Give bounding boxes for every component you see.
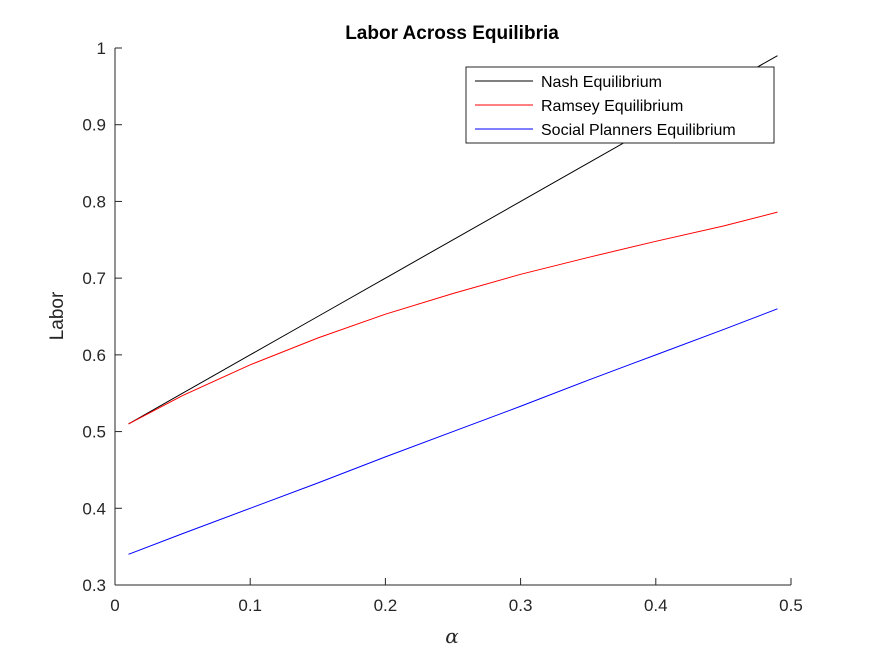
series-line-ramsey-equilibrium — [128, 211, 778, 425]
y-tick-label: 0.6 — [82, 346, 106, 365]
y-tick-label: 0.4 — [82, 499, 106, 518]
x-tick-label: 0.5 — [779, 596, 803, 615]
x-tick-label: 0.1 — [238, 596, 262, 615]
legend-label-ramsey-equilibrium: Ramsey Equilibrium — [541, 98, 683, 115]
x-axis-label: α — [445, 624, 459, 648]
x-tick-label: 0 — [110, 596, 119, 615]
y-tick-label: 0.3 — [82, 576, 106, 595]
chart-title: Labor Across Equilibria — [345, 23, 559, 44]
y-tick-label: 0.7 — [82, 269, 106, 288]
y-tick-label: 0.8 — [82, 192, 106, 211]
y-axis-label: Labor — [47, 291, 68, 340]
y-tick-label: 0.5 — [82, 423, 106, 442]
y-tick-label: 0.9 — [82, 116, 106, 135]
legend-label-social-planners-equilibrium: Social Planners Equilibrium — [541, 122, 736, 139]
series-line-social-planners-equilibrium — [128, 308, 778, 555]
y-tick-label: 1 — [97, 39, 106, 58]
legend-label-nash-equilibrium: Nash Equilibrium — [541, 74, 662, 91]
x-tick-label: 0.2 — [374, 596, 398, 615]
x-tick-label: 0.3 — [509, 596, 533, 615]
legend: Nash Equilibrium Ramsey Equilibrium Social… — [465, 66, 775, 144]
axes: 0 0.1 0.2 0.3 0.4 0.5 0.3 0.4 0.5 0.6 0.7 0.8 0.9 1 — [82, 39, 802, 615]
x-tick-label: 0.4 — [644, 596, 668, 615]
